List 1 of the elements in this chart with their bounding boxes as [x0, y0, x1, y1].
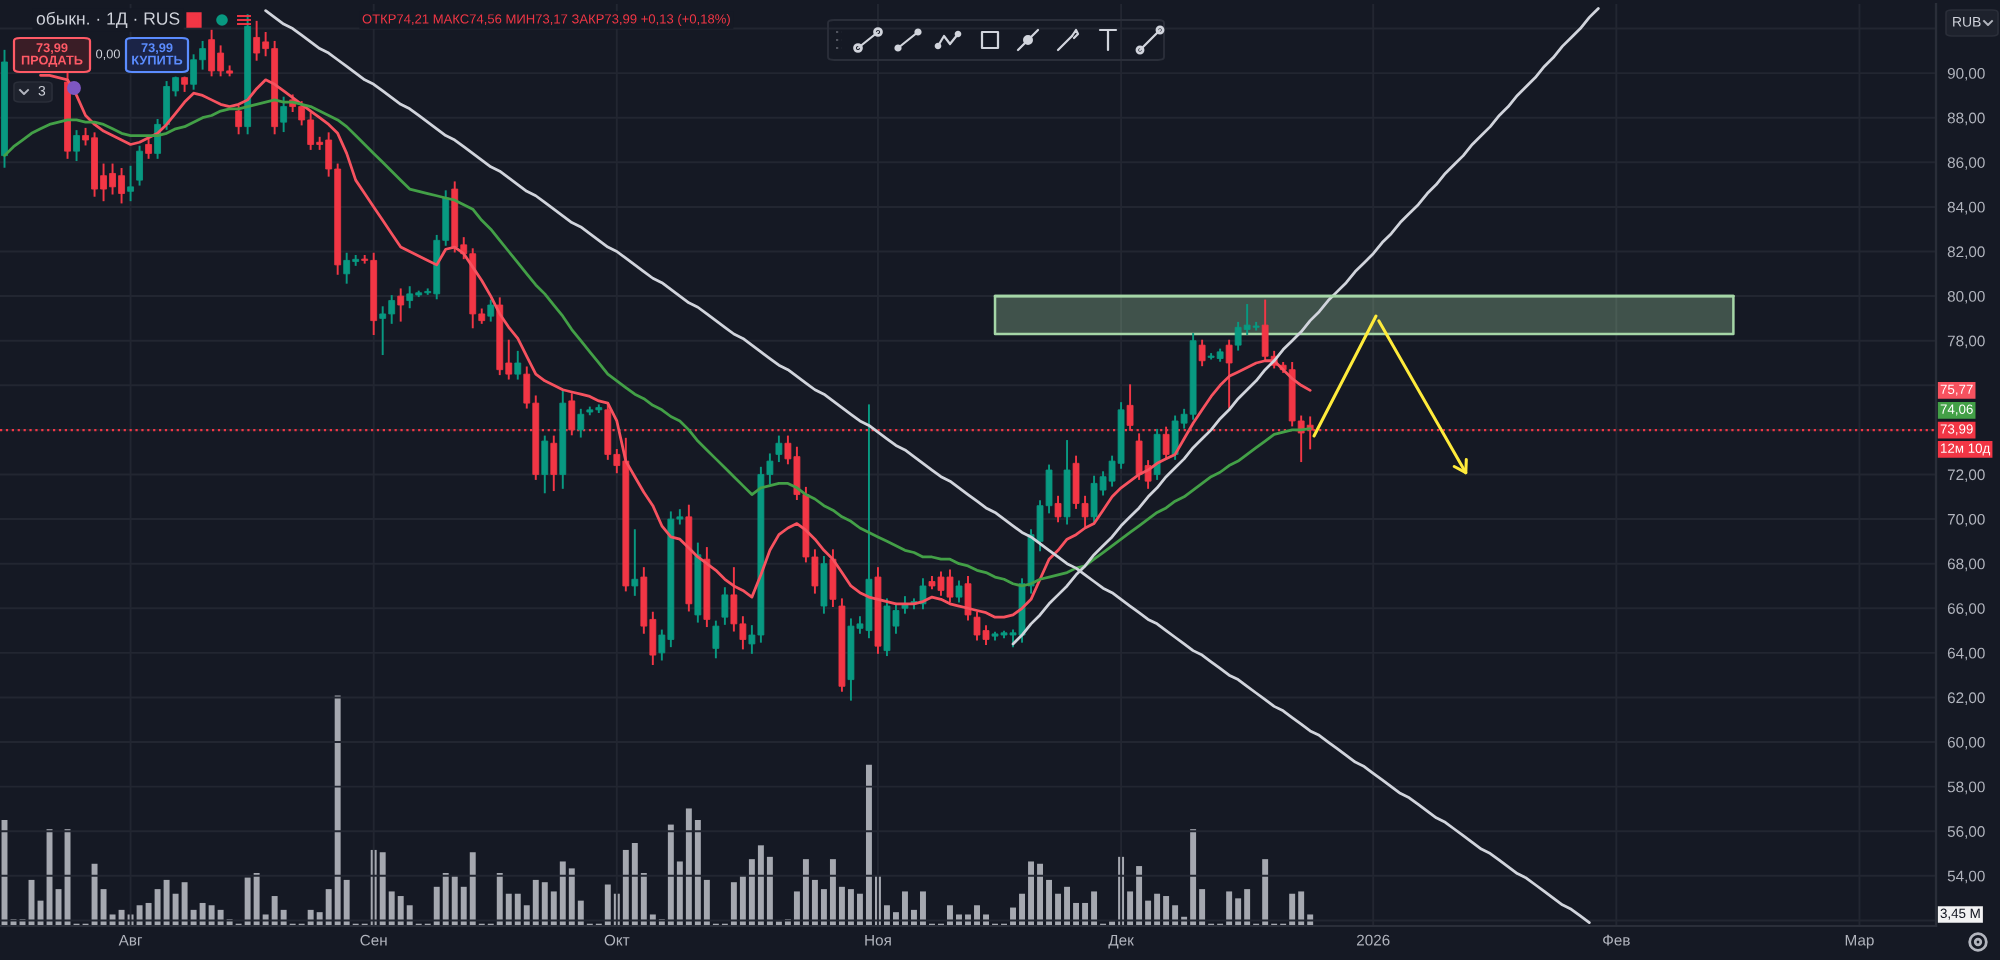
- chart-title: обыкн. · 1Д · RUS: [36, 11, 180, 29]
